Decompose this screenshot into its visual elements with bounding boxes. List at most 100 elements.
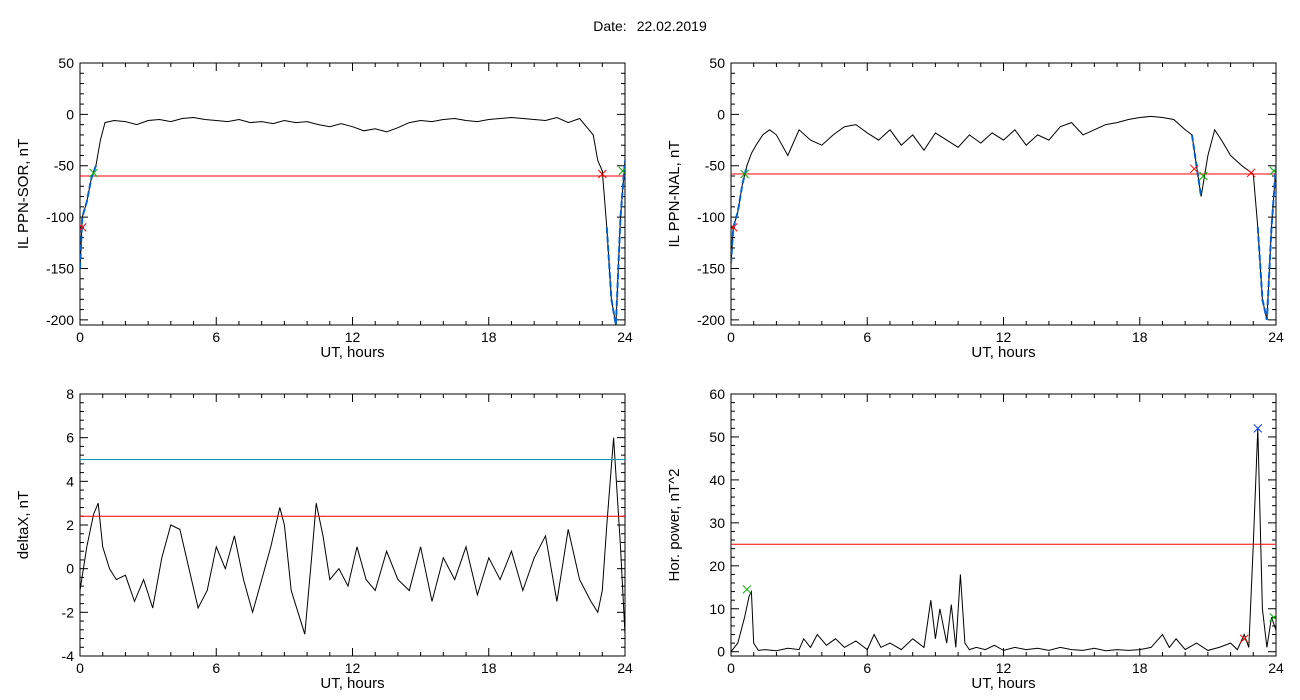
marker-green [1198,171,1208,181]
plot-area [80,116,625,325]
x-tick-label: 18 [1132,329,1148,345]
y-tick-label: 8 [66,386,74,402]
y-tick-label: 0 [717,644,725,660]
series-segment-line [605,160,625,325]
y-tick-label: 0 [717,106,725,122]
marker-stroke [89,168,98,178]
x-tick-label: 24 [1268,329,1284,345]
x-tick-label: 24 [617,329,633,345]
marker-green [740,169,749,179]
marker-stroke [742,585,752,594]
marker-green [618,166,625,176]
y-axis-label: IL PPN-NAL, nT [666,141,683,248]
plot-area [731,115,1276,321]
marker-red [597,169,607,179]
marker-red [1189,164,1199,174]
figure-title: Date: 22.02.2019 [0,18,1300,34]
x-tick-label: 12 [345,660,361,676]
y-tick-label: 0 [66,106,74,122]
y-tick-label: 50 [58,55,74,71]
plot-frame [79,393,626,657]
plot-frame [730,62,1277,326]
y-tick-label: 50 [709,55,725,71]
marker-stroke [740,169,749,179]
marker-green [742,585,752,594]
y-tick-label: -150 [697,260,725,276]
y-tick-label: 30 [709,515,725,531]
y-axis-label: Hor. power, nT^2 [666,469,683,582]
marker-green [1269,166,1276,176]
marker-stroke [597,169,607,179]
y-tick-label: 10 [709,601,725,617]
y-tick-label: -50 [54,158,74,174]
x-axis-label: UT, hours [320,675,384,692]
date-label: Date: [593,18,627,34]
x-tick-label: 6 [212,660,220,676]
marker-red [80,223,87,232]
x-axis-label: UT, hours [971,675,1035,692]
y-tick-label: 4 [66,473,74,489]
series-segment-line [1256,165,1276,321]
chart-panel-4: 0 6 12 18 24 0 10 20 30 40 50 60 UT, hours Hor. power… [666,386,1284,692]
y-tick-label: -50 [705,158,725,174]
series-trace-line [80,437,625,635]
x-tick-label: 6 [863,660,871,676]
x-tick-label: 12 [345,329,361,345]
y-tick-label: -200 [697,312,725,328]
marker-red [1239,634,1249,644]
chart-panel-1: 0 6 12 18 24 -200 -150 -100 -50 0 50 UT, hours IL PP… [15,55,633,361]
y-tick-label: -150 [46,260,74,276]
marker-green [89,168,98,178]
marker-stroke [80,223,87,231]
y-axis-label: IL PPN-SOR, nT [15,139,32,249]
plot-frame [730,393,1277,657]
marker-red [731,223,738,232]
plot-area [80,437,625,635]
series-trace-line [731,115,1276,321]
x-tick-label: 0 [76,329,84,345]
marker-stroke [1239,634,1249,644]
y-tick-label: 60 [709,386,725,402]
series-trace-line [731,428,1276,653]
marker-green [1269,612,1276,622]
x-tick-label: 0 [727,329,735,345]
y-tick-label: -100 [697,209,725,225]
x-axis-label: UT, hours [320,344,384,361]
series-segment-line [1191,134,1203,197]
y-tick-label: -2 [62,604,75,620]
plot-area [731,424,1276,653]
chart-panel-2: 0 6 12 18 24 -200 -150 -100 -50 0 50 UT, hours IL PP… [666,55,1284,361]
date-value: 22.02.2019 [636,18,707,34]
marker-stroke [1246,168,1256,178]
x-tick-label: 12 [996,329,1012,345]
marker-stroke [1189,164,1199,174]
series-trace-line [80,116,625,325]
y-tick-label: 2 [66,517,74,533]
marker-stroke [731,223,738,231]
x-tick-label: 0 [76,660,84,676]
marker-red [1246,168,1256,178]
marker-stroke [1269,614,1276,622]
x-tick-label: 6 [863,329,871,345]
x-tick-label: 0 [727,660,735,676]
marker-blue [1253,424,1263,433]
y-tick-label: -200 [46,312,74,328]
y-axis-label: deltaX, nT [15,491,32,559]
marker-stroke [1269,167,1276,176]
x-tick-label: 18 [481,329,497,345]
series-segment-line [731,165,748,264]
x-tick-label: 24 [1268,660,1284,676]
x-axis-label: UT, hours [971,344,1035,361]
y-tick-label: 50 [709,429,725,445]
x-tick-label: 12 [996,660,1012,676]
marker-stroke [1198,171,1208,181]
y-tick-label: 6 [66,430,74,446]
x-tick-label: 24 [617,660,633,676]
x-tick-label: 6 [212,329,220,345]
x-tick-label: 18 [1132,660,1148,676]
marker-stroke [1253,424,1263,433]
marker-stroke [618,167,625,176]
y-tick-label: -100 [46,209,74,225]
